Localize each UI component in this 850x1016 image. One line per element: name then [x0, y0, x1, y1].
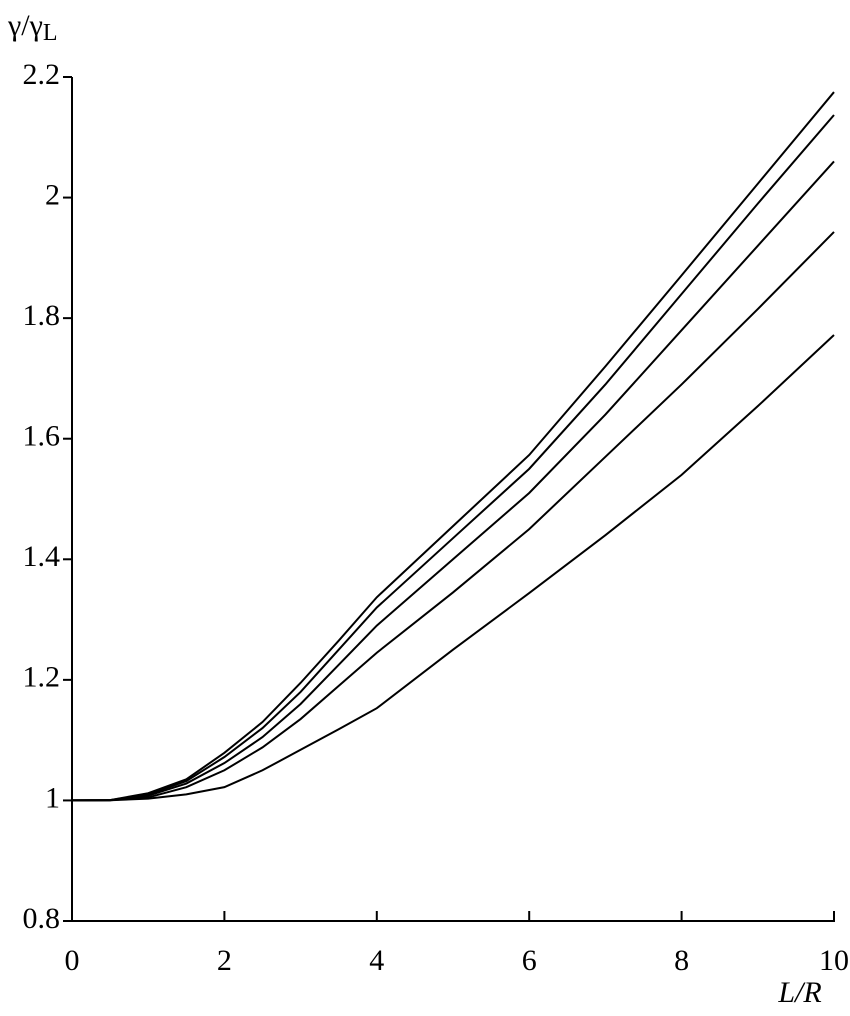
y-tick-label: 1.2 — [23, 661, 61, 694]
x-tick-label: 4 — [369, 944, 384, 977]
x-tick-label: 2 — [217, 944, 232, 977]
data-line — [71, 160, 835, 802]
y-tick-label: 0.8 — [23, 902, 61, 935]
x-tick-label: 6 — [522, 944, 537, 977]
y-axis-label-sub: L — [43, 20, 58, 46]
data-line — [71, 334, 835, 802]
x-tick-label: 0 — [65, 944, 80, 977]
y-tick-label: 1.6 — [23, 420, 61, 453]
y-axis-label-main: γ/γ — [7, 9, 43, 42]
y-tick-label: 1.8 — [23, 299, 61, 332]
data-line — [71, 114, 835, 802]
y-tick-label: 2 — [45, 178, 60, 211]
y-tick-label: 1 — [45, 781, 60, 814]
data-line — [71, 91, 835, 802]
x-tick-label: 8 — [674, 944, 689, 977]
y-axis-label: γ/γL — [7, 9, 58, 46]
x-axis-label: L/R — [777, 976, 821, 1009]
data-line — [71, 231, 835, 802]
y-tick-label: 2.2 — [23, 58, 61, 91]
y-tick-label: 1.4 — [23, 540, 61, 573]
x-tick-label: 10 — [819, 944, 849, 977]
